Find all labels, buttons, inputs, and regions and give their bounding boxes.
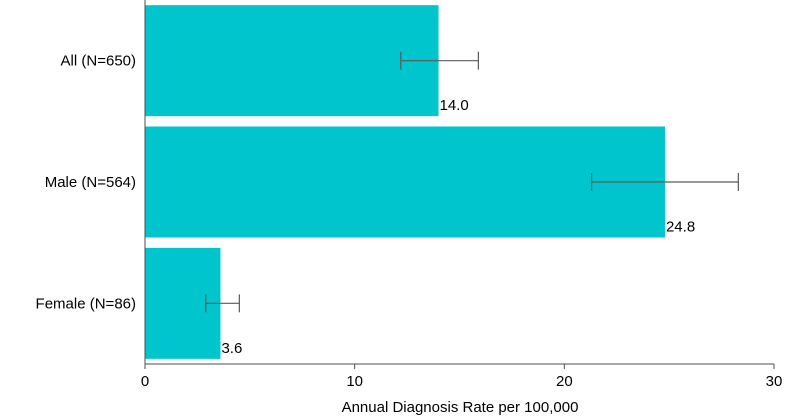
category-label: All (N=650) (61, 53, 136, 70)
category-labels-layer: All (N=650) Male (N=564) Female (N=86) (36, 53, 136, 313)
category-label: Female (N=86) (36, 295, 136, 312)
data-label: 14.0 (440, 97, 469, 114)
error-bar (400, 51, 479, 70)
axes-layer: 0 10 20 30 (141, 0, 783, 390)
category-label: Male (N=564) (45, 174, 136, 191)
x-tick-label: 20 (556, 373, 573, 390)
bar (145, 126, 665, 238)
data-labels-layer: 14.0 24.8 3.6 (221, 97, 695, 357)
x-tick-label: 0 (141, 373, 149, 390)
x-axis-title: Annual Diagnosis Rate per 100,000 (342, 399, 579, 416)
data-label: 3.6 (221, 340, 242, 357)
bar (145, 5, 439, 117)
bars-layer (145, 5, 665, 359)
x-tick-label: 30 (766, 373, 783, 390)
error-bar (205, 294, 240, 313)
error-bar (590, 173, 739, 191)
x-tick-label: 10 (346, 373, 363, 390)
error-bars-layer (205, 51, 739, 313)
data-label: 24.8 (666, 219, 695, 236)
